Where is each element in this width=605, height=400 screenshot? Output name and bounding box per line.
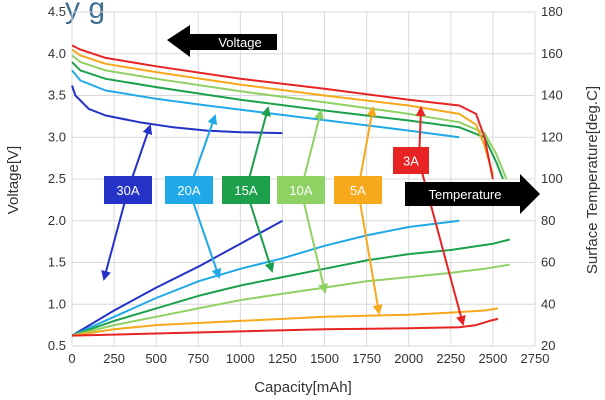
- y-tick-label: 4.5: [48, 4, 66, 19]
- y-tick-label: 1.0: [48, 296, 66, 311]
- y-tick-label: 2.5: [48, 171, 66, 186]
- y2-tick-label: 140: [541, 88, 563, 103]
- series-label-20A: 20A: [177, 183, 200, 198]
- y-axis-title: Voltage[V]: [5, 146, 22, 214]
- y2-axis-title: Surface Temperature[deg.C]: [584, 86, 601, 274]
- y2-tick-label: 80: [541, 213, 555, 228]
- x-tick-label: 1750: [352, 351, 381, 366]
- x-tick-label: 1000: [226, 351, 255, 366]
- y2-tick-label: 120: [541, 129, 563, 144]
- x-tick-label: 1250: [268, 351, 297, 366]
- series-label-5A: 5A: [350, 183, 366, 198]
- x-tick-label: 0: [68, 351, 75, 366]
- y-tick-label: 1.5: [48, 255, 66, 270]
- leader-arrow-down-10A: [301, 190, 325, 292]
- y-tick-label: 3.5: [48, 88, 66, 103]
- y2-tick-label: 20: [541, 338, 555, 353]
- voltage-direction-arrow: Voltage: [167, 25, 277, 57]
- y2-tick-label: 180: [541, 4, 563, 19]
- x-tick-label: 1500: [310, 351, 339, 366]
- x-tick-label: 500: [145, 351, 167, 366]
- y2-tick-label: 160: [541, 46, 563, 61]
- voltage-arrow-label: Voltage: [218, 35, 261, 50]
- y2-tick-label: 40: [541, 296, 555, 311]
- x-tick-label: 2250: [436, 351, 465, 366]
- temperature-direction-arrow: Temperature: [405, 174, 540, 214]
- series-label-3A: 3A: [403, 154, 419, 169]
- series-labels: 30A 20A 15A 10A 5A 3A: [104, 147, 429, 204]
- y-tick-label: 4.0: [48, 46, 66, 61]
- x-tick-label: 2000: [394, 351, 423, 366]
- temperature-line-5A: [72, 308, 498, 335]
- voltage-line-15A: [72, 62, 503, 179]
- y-tick-label: 0.5: [48, 338, 66, 353]
- series-label-30A: 30A: [116, 183, 139, 198]
- x-tick-label: 750: [187, 351, 209, 366]
- y-tick-label: 2.0: [48, 213, 66, 228]
- x-axis-title: Capacity[mAh]: [254, 379, 352, 396]
- x-tick-label: 2750: [521, 351, 550, 366]
- leader-arrow-down-5A: [358, 190, 379, 313]
- y-tick-label: 3.0: [48, 129, 66, 144]
- x-tick-label: 250: [103, 351, 125, 366]
- y2-tick-label: 100: [541, 171, 563, 186]
- series-label-15A: 15A: [234, 183, 257, 198]
- temperature-arrow-label: Temperature: [429, 187, 502, 202]
- x-tick-label: 2500: [478, 351, 507, 366]
- y2-tick-label: 60: [541, 255, 555, 270]
- series-label-10A: 10A: [289, 183, 312, 198]
